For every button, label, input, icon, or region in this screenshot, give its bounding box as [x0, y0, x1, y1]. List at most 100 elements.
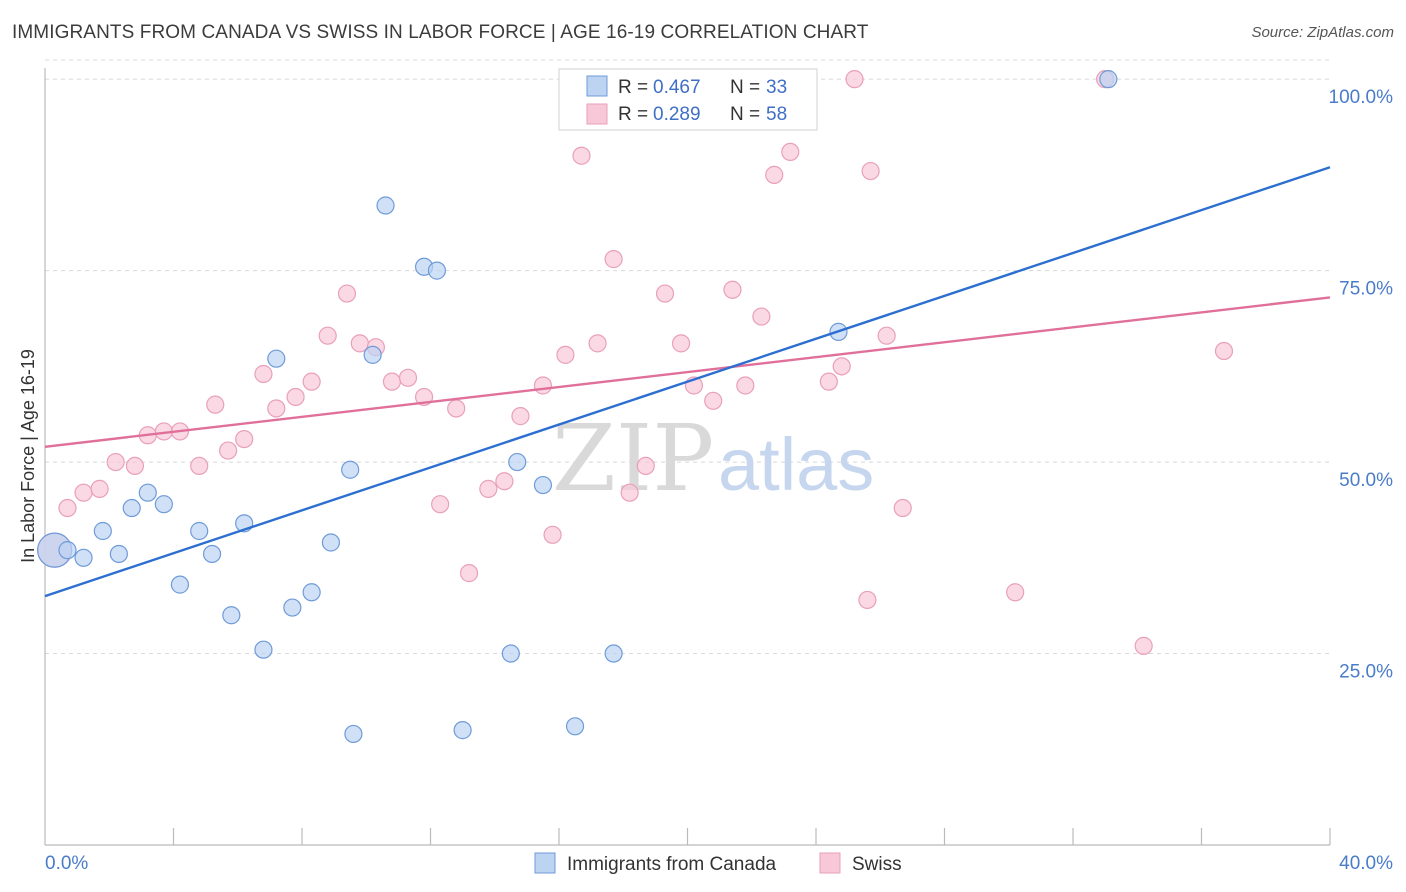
- swiss-point: [845, 70, 864, 89]
- swiss-point: [858, 590, 877, 610]
- legend-n-value-swiss: 58: [766, 104, 787, 125]
- canada-point: [74, 548, 93, 567]
- swiss-point: [893, 498, 912, 518]
- trend-lines: [44, 166, 1331, 598]
- legend-n-label-canada: N =: [730, 77, 760, 98]
- legend-r-label-canada: R =: [618, 77, 648, 98]
- watermark: ZIP atlas: [552, 405, 874, 512]
- canada-point: [321, 533, 341, 552]
- gridlines: [45, 59, 1330, 655]
- swiss-point: [832, 357, 851, 376]
- canada-point: [93, 521, 112, 541]
- legend-n-label-swiss: N =: [730, 104, 760, 125]
- swiss-point: [671, 334, 691, 353]
- canada-point: [376, 196, 395, 215]
- swiss-point: [723, 280, 742, 299]
- swiss-point: [861, 161, 880, 181]
- x-tick-label-max: 40.0%: [1339, 853, 1393, 874]
- swiss-point: [752, 307, 771, 326]
- swiss-point: [318, 326, 337, 345]
- swiss-point: [495, 472, 514, 491]
- swiss-point: [655, 284, 675, 303]
- canada-point: [267, 349, 286, 368]
- canada-point: [254, 640, 273, 659]
- swiss-points: [37, 70, 1234, 655]
- y-tick-label: 50.0%: [1339, 470, 1393, 491]
- canada-point: [202, 544, 222, 564]
- legend-swatch-swiss: [586, 103, 608, 125]
- legend-r-value-canada: 0.467: [653, 77, 701, 98]
- swiss-point: [877, 326, 896, 345]
- swiss-point: [533, 376, 553, 395]
- swiss-point: [58, 498, 77, 518]
- swiss-point: [636, 456, 655, 476]
- canada-point: [170, 575, 190, 594]
- y-tick-label: 75.0%: [1339, 279, 1393, 300]
- bottom-legend-swatch-swiss: [819, 852, 841, 874]
- swiss-point: [398, 368, 418, 387]
- y-axis-title: In Labor Force | Age 16-19: [18, 349, 38, 563]
- canada-point: [1099, 70, 1118, 89]
- swiss-point: [765, 165, 784, 184]
- y-tick-labels: 25.0% 50.0% 75.0% 100.0%: [1329, 87, 1394, 682]
- canada-point: [341, 460, 360, 479]
- swiss-point: [572, 146, 591, 165]
- y-tick-label: 100.0%: [1329, 87, 1394, 108]
- bottom-legend-swatch-canada: [534, 852, 556, 874]
- canada-point: [222, 606, 241, 625]
- x-ticks: [172, 828, 1331, 845]
- canada-point: [427, 261, 447, 280]
- x-tick-label-min: 0.0%: [45, 853, 88, 874]
- swiss-point: [604, 250, 623, 269]
- series-legend: Immigrants from Canada Swiss: [534, 852, 902, 875]
- canada-point: [138, 483, 157, 502]
- swiss-point: [219, 441, 238, 460]
- canada-point: [453, 721, 472, 740]
- swiss-point: [267, 399, 286, 418]
- canada-point: [302, 583, 321, 602]
- legend-swatch-canada: [586, 75, 608, 97]
- canada-point: [501, 644, 520, 663]
- swiss-point: [302, 372, 321, 391]
- swiss-point: [736, 376, 755, 395]
- swiss-point: [431, 495, 450, 514]
- swiss-point: [337, 284, 357, 303]
- canada-point: [190, 521, 209, 541]
- canada-point: [565, 717, 585, 736]
- canada-point: [344, 724, 363, 744]
- source-credit: Source: ZipAtlas.com: [1251, 24, 1394, 41]
- chart-title: IMMIGRANTS FROM CANADA VS SWISS IN LABOR…: [12, 22, 869, 43]
- canada-point: [122, 498, 141, 518]
- swiss-point: [819, 372, 838, 391]
- swiss-point: [588, 334, 607, 353]
- swiss-point: [206, 395, 225, 414]
- swiss-point: [106, 452, 125, 472]
- legend-r-value-swiss: 0.289: [653, 104, 701, 125]
- canada-point: [283, 598, 302, 617]
- canada-point: [363, 345, 382, 364]
- canada-point: [58, 541, 77, 560]
- canada-point: [154, 495, 173, 514]
- legend-n-value-canada: 33: [766, 77, 787, 98]
- swiss-point: [781, 142, 800, 162]
- watermark-atlas: atlas: [718, 423, 874, 506]
- swiss-point: [90, 479, 109, 498]
- swiss-point: [190, 456, 209, 476]
- canada-point: [508, 452, 527, 472]
- canada-point: [109, 544, 128, 564]
- swiss-point: [125, 456, 145, 476]
- bottom-legend-label-canada: Immigrants from Canada: [567, 854, 777, 875]
- swiss-point: [479, 479, 498, 498]
- swiss-point: [1214, 341, 1234, 361]
- swiss-point: [74, 483, 93, 502]
- canada-point: [604, 644, 623, 663]
- canada-point: [533, 475, 553, 495]
- canada-trend-line: [44, 166, 1331, 598]
- stats-legend: R = 0.467 N = 33 R = 0.289 N = 58: [558, 68, 818, 131]
- bottom-legend-label-swiss: Swiss: [852, 854, 902, 875]
- swiss-point: [1134, 636, 1153, 655]
- swiss-point: [511, 407, 530, 426]
- swiss-point: [1006, 583, 1025, 602]
- swiss-point: [556, 345, 575, 364]
